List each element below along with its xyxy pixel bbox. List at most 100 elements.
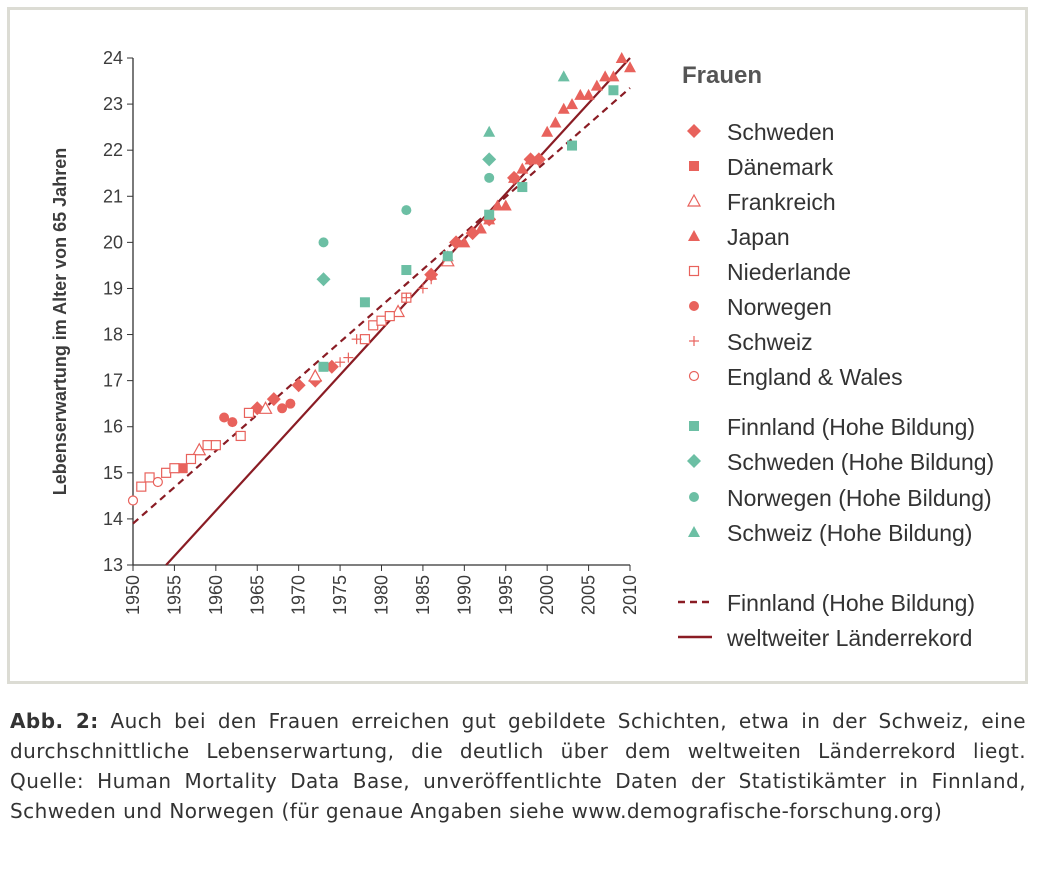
legend-entry: Schweiz (Hohe Bildung) [727, 520, 972, 546]
legend-entry: Schweiz [727, 329, 813, 355]
x-tick-label: 2010 [620, 575, 640, 615]
data-point [258, 401, 273, 414]
data-points [127, 52, 636, 506]
data-point [567, 140, 578, 151]
legend: Frauen Schweden Dänemark Frankreich Japan Nie… [678, 62, 994, 651]
x-tick-label: 1990 [454, 575, 474, 615]
data-point [465, 226, 480, 241]
data-point [516, 162, 529, 174]
legend-entry: Schweden (Hohe Bildung) [727, 449, 994, 475]
x-tick-label: 1965 [247, 575, 267, 615]
x-tick-label: 1975 [330, 575, 350, 615]
legend-entry: Dänemark [727, 154, 834, 180]
data-point [243, 407, 255, 418]
data-point [359, 334, 371, 345]
y-axis-label: Lebenserwartung im Alter von 65 Jahren [50, 148, 70, 495]
x-tick-label: 1995 [496, 575, 516, 615]
data-point [615, 52, 628, 63]
data-point [152, 476, 163, 488]
data-point [227, 417, 238, 428]
data-point [202, 440, 213, 451]
data-point [401, 265, 412, 276]
data-point [484, 172, 495, 183]
x-tick-label: 1985 [413, 575, 433, 615]
trend-lines [132, 57, 631, 566]
legend-marker [689, 336, 699, 346]
legend-entry: Schweden [727, 119, 834, 145]
data-point [316, 272, 331, 287]
data-point [566, 98, 579, 110]
x-tick-label: 2005 [579, 575, 599, 615]
data-point [343, 352, 354, 363]
legend-marker [688, 526, 700, 537]
legend-entry: Finnland (Hohe Bildung) [727, 590, 975, 616]
data-point [425, 268, 438, 280]
data-point [351, 334, 362, 345]
legend-entry: Frankreich [727, 189, 836, 215]
data-point [442, 251, 453, 262]
data-point [359, 297, 370, 308]
y-tick-label: 20 [103, 232, 123, 252]
legend-entry: England & Wales [727, 364, 903, 390]
legend-marker [687, 124, 701, 138]
chart: 13 14 15 16 17 18 19 20 21 22 23 24 1950 1955 1960 1965… [50, 48, 994, 651]
y-tick-label: 23 [103, 94, 123, 114]
data-point [376, 315, 387, 326]
data-point [458, 236, 471, 248]
legend-entry: Niederlande [727, 259, 851, 285]
data-point [401, 205, 412, 216]
chart-axes: 13 14 15 16 17 18 19 20 21 22 23 24 1950 1955 1960 1965… [50, 48, 640, 615]
legend-marker [689, 421, 699, 431]
y-tick-label: 22 [103, 140, 123, 160]
data-point [169, 463, 180, 474]
caption-label: Abb. 2: [10, 709, 99, 733]
chart-frame: 13 14 15 16 17 18 19 20 21 22 23 24 1950 1955 1960 1965… [7, 7, 1028, 684]
legend-marker [688, 265, 700, 277]
data-point [210, 440, 221, 451]
y-tick-label: 13 [103, 555, 123, 575]
data-point [291, 378, 306, 393]
data-point [127, 495, 139, 506]
data-point [368, 320, 379, 331]
x-tick-label: 1970 [289, 575, 309, 615]
data-point [590, 79, 603, 91]
data-point [266, 392, 281, 407]
data-point [508, 171, 521, 183]
legend-entry: Norwegen [727, 294, 832, 320]
legend-marker [688, 370, 700, 382]
trend-line-dashed [132, 87, 631, 525]
data-point [285, 398, 296, 409]
y-tick-label: 21 [103, 186, 123, 206]
data-point [557, 102, 570, 114]
legend-marker [689, 492, 699, 502]
data-point [391, 304, 406, 318]
data-point [574, 88, 587, 100]
legend-entry: weltweiter Länderrekord [726, 625, 972, 651]
y-tick-label: 19 [103, 278, 123, 298]
data-point [192, 442, 207, 456]
data-point [426, 274, 437, 285]
data-point [185, 453, 197, 465]
figure-caption: Abb. 2: Auch bei den Frauen erreichen gu… [10, 706, 1026, 826]
data-point [482, 152, 497, 167]
legend-entry: Japan [727, 224, 790, 250]
data-point [608, 85, 619, 96]
data-point [483, 125, 496, 137]
legend-marker [687, 454, 701, 468]
legend-marker [689, 161, 699, 171]
legend-title: Frauen [682, 62, 762, 89]
y-tick-label: 15 [103, 463, 123, 483]
data-point [318, 361, 329, 372]
legend-entry: Norwegen (Hohe Bildung) [727, 485, 992, 511]
y-tick-label: 18 [103, 325, 123, 345]
data-point [499, 199, 512, 211]
legend-entry: Finnland (Hohe Bildung) [727, 414, 975, 440]
data-point [549, 116, 562, 128]
data-point [277, 403, 288, 414]
data-point [235, 430, 246, 442]
data-point [308, 368, 323, 382]
data-point [144, 472, 155, 483]
data-point [335, 357, 346, 368]
data-point [161, 467, 172, 478]
data-point [599, 70, 612, 82]
